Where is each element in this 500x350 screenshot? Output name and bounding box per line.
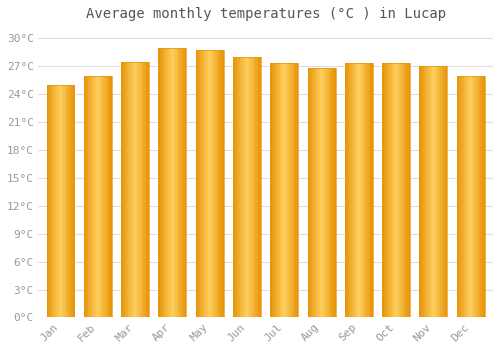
Bar: [84, 76, 112, 317]
Bar: [158, 48, 186, 317]
Bar: [196, 50, 224, 317]
Bar: [420, 66, 448, 317]
Bar: [345, 63, 373, 317]
Title: Average monthly temperatures (°C ) in Lucap: Average monthly temperatures (°C ) in Lu…: [86, 7, 446, 21]
Bar: [46, 85, 74, 317]
Bar: [270, 63, 298, 317]
Bar: [308, 68, 336, 317]
Bar: [121, 62, 149, 317]
Bar: [382, 63, 410, 317]
Bar: [456, 76, 484, 317]
Bar: [233, 57, 261, 317]
